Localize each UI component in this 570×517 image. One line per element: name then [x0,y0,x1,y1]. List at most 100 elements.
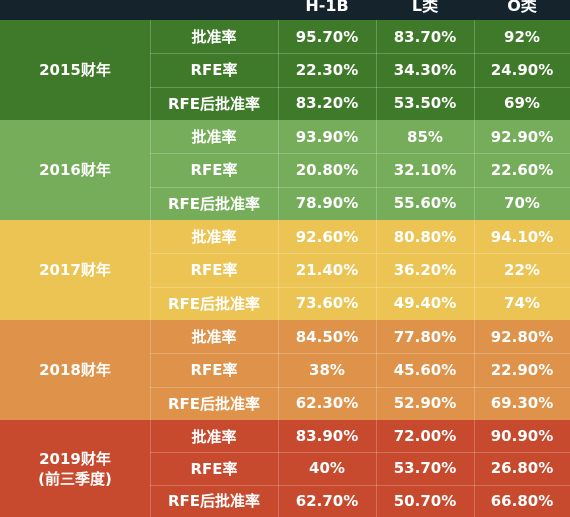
column-header-o: O类 [507,0,537,15]
column-divider [376,353,377,387]
o-value: 94.10% [490,227,554,246]
h1b-value: 93.90% [295,127,359,146]
year-group: 2018财年 批准率 84.50% 77.80% 92.80% RFE率 38% 45.60%… [0,320,570,420]
column-divider [278,53,279,87]
column-divider [150,153,151,187]
fiscal-year-label: 2019财年 (前三季度) [38,449,112,488]
year-group: 2017财年 批准率 92.60% 80.80% 94.10% RFE率 21.40% 36.… [0,220,570,320]
column-header-h1b: H-1B [305,0,349,15]
column-divider [150,452,151,485]
l-value: 72.00% [393,427,457,446]
o-value: 69% [504,94,540,113]
metric-label: RFE后批准率 [167,394,261,413]
column-divider [150,53,151,87]
column-divider [278,386,279,420]
l-value: 55.60% [393,194,457,213]
column-divider [150,353,151,387]
column-divider [474,186,475,220]
column-divider [150,420,151,453]
column-divider [376,153,377,187]
table-row: RFE率 20.80% 32.10% 22.60% [150,153,570,187]
year-group: 2016财年 批准率 93.90% 85% 92.90% RFE率 20.80% 32.10%… [0,120,570,220]
l-value: 77.80% [393,327,457,346]
column-divider [474,53,475,87]
row-divider [150,452,570,454]
column-header-l: L类 [411,0,439,15]
column-divider [376,253,377,287]
column-divider [150,20,151,54]
metric-label: RFE后批准率 [167,294,261,313]
column-divider [150,320,151,354]
o-value: 22.60% [490,160,554,179]
l-value: 83.70% [393,27,457,46]
table-header: H-1B L类 O类 [0,0,570,20]
table-row: 批准率 95.70% 83.70% 92% [150,20,570,54]
h1b-value: 62.70% [295,491,359,510]
column-divider [278,320,279,354]
column-divider [376,286,377,320]
column-divider [474,153,475,187]
column-divider [474,353,475,387]
o-value: 24.90% [490,60,554,79]
column-divider [376,420,377,453]
column-divider [474,286,475,320]
metric-label: RFE后批准率 [167,194,261,213]
column-divider [278,452,279,485]
l-value: 45.60% [393,360,457,379]
column-divider [474,386,475,420]
column-divider [474,320,475,354]
table-row: RFE后批准率 73.60% 49.40% 74% [150,286,570,320]
l-value: 53.70% [393,459,457,478]
column-divider [278,120,279,154]
column-divider [150,120,151,154]
row-divider [150,253,570,255]
o-value: 66.80% [490,491,554,510]
o-value: 92.80% [490,327,554,346]
column-divider [278,353,279,387]
h1b-value: 78.90% [295,194,359,213]
fiscal-year-label: 2018财年 [39,361,111,379]
table-row: RFE率 22.30% 34.30% 24.90% [150,53,570,87]
column-divider [150,86,151,120]
o-value: 26.80% [490,459,554,478]
h1b-value: 95.70% [295,27,359,46]
table-row: 批准率 93.90% 85% 92.90% [150,120,570,154]
column-divider [474,253,475,287]
table-row: 批准率 83.90% 72.00% 90.90% [150,420,570,453]
l-value: 32.10% [393,160,457,179]
metric-label: RFE率 [190,161,238,180]
column-divider [278,220,279,254]
column-divider [278,484,279,517]
table-row: RFE率 40% 53.70% 26.80% [150,452,570,485]
row-divider [150,484,570,486]
h1b-value: 62.30% [295,394,359,413]
metric-label: RFE后批准率 [167,94,261,113]
column-divider [376,320,377,354]
column-divider [278,420,279,453]
l-value: 53.50% [393,94,457,113]
column-divider [474,120,475,154]
metric-label: 批准率 [191,328,237,347]
h1b-value: 92.60% [295,227,359,246]
column-divider [474,420,475,453]
fiscal-year-label: 2015财年 [39,61,111,79]
column-divider [278,286,279,320]
row-divider [150,386,570,388]
column-divider [278,20,279,54]
o-value: 92.90% [490,127,554,146]
metric-label: RFE率 [190,261,238,280]
table-row: 批准率 84.50% 77.80% 92.80% [150,320,570,354]
table-row: RFE后批准率 62.30% 52.90% 69.30% [150,386,570,420]
metric-label: RFE率 [190,61,238,80]
row-divider [150,286,570,288]
l-value: 34.30% [393,60,457,79]
metric-label: 批准率 [191,128,237,147]
l-value: 36.20% [393,260,457,279]
column-divider [278,153,279,187]
l-value: 85% [407,127,443,146]
h1b-value: 83.90% [295,427,359,446]
h1b-value: 73.60% [295,294,359,313]
l-value: 49.40% [393,294,457,313]
l-value: 52.90% [393,394,457,413]
column-divider [278,253,279,287]
